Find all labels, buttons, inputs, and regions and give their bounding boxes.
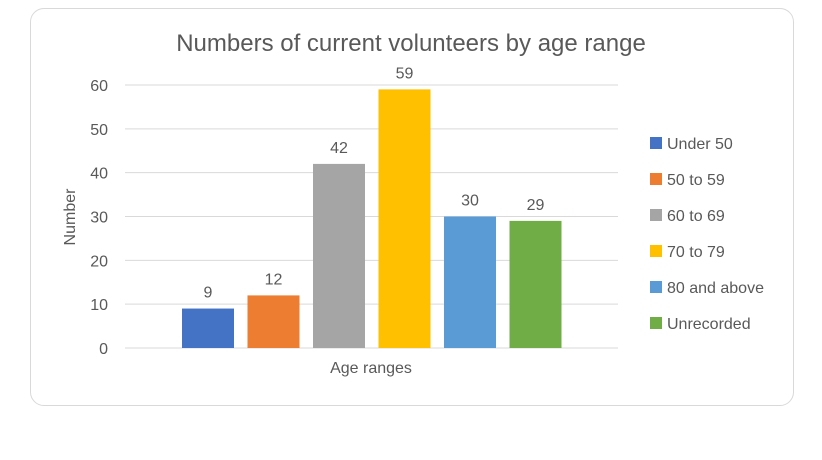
legend-swatch [650, 245, 662, 257]
legend-label: 60 to 69 [667, 208, 725, 225]
y-tick-label: 10 [90, 297, 108, 314]
legend-swatch [650, 209, 662, 221]
bar [444, 216, 496, 348]
chart-title: Numbers of current volunteers by age ran… [176, 30, 646, 57]
y-tick-label: 40 [90, 166, 108, 183]
legend-swatch [650, 317, 662, 329]
data-label: 59 [396, 65, 414, 82]
bar [247, 295, 300, 348]
data-label: 30 [461, 193, 479, 210]
bar [378, 89, 431, 348]
legend: Under 50 50 to 59 60 to 69 70 to 79 80 and a… [650, 136, 764, 333]
bar [313, 163, 365, 348]
y-tick-label: 0 [99, 341, 108, 358]
legend-label: 70 to 79 [667, 244, 725, 261]
data-label: 29 [527, 197, 545, 214]
y-axis-label: Number [62, 188, 79, 246]
data-label: 42 [330, 140, 348, 157]
y-tick-label: 20 [90, 253, 108, 270]
legend-label: 80 and above [667, 280, 764, 297]
y-axis-ticks: 0 10 20 30 40 50 60 [90, 78, 108, 358]
x-axis-label: Age ranges [330, 360, 412, 377]
bar [509, 220, 562, 348]
data-label: 12 [265, 271, 283, 288]
legend-swatch [650, 173, 662, 185]
y-tick-label: 30 [90, 210, 108, 227]
legend-label: 50 to 59 [667, 172, 725, 189]
bar [182, 308, 234, 348]
legend-swatch [650, 281, 662, 293]
bars [182, 89, 562, 348]
legend-label: Under 50 [667, 136, 733, 153]
legend-swatch [650, 137, 662, 149]
data-labels: 9 12 42 59 30 29 [204, 65, 545, 301]
data-label: 9 [204, 285, 213, 302]
y-tick-label: 60 [90, 78, 108, 95]
legend-label: Unrecorded [667, 316, 751, 333]
y-tick-label: 50 [90, 122, 108, 139]
